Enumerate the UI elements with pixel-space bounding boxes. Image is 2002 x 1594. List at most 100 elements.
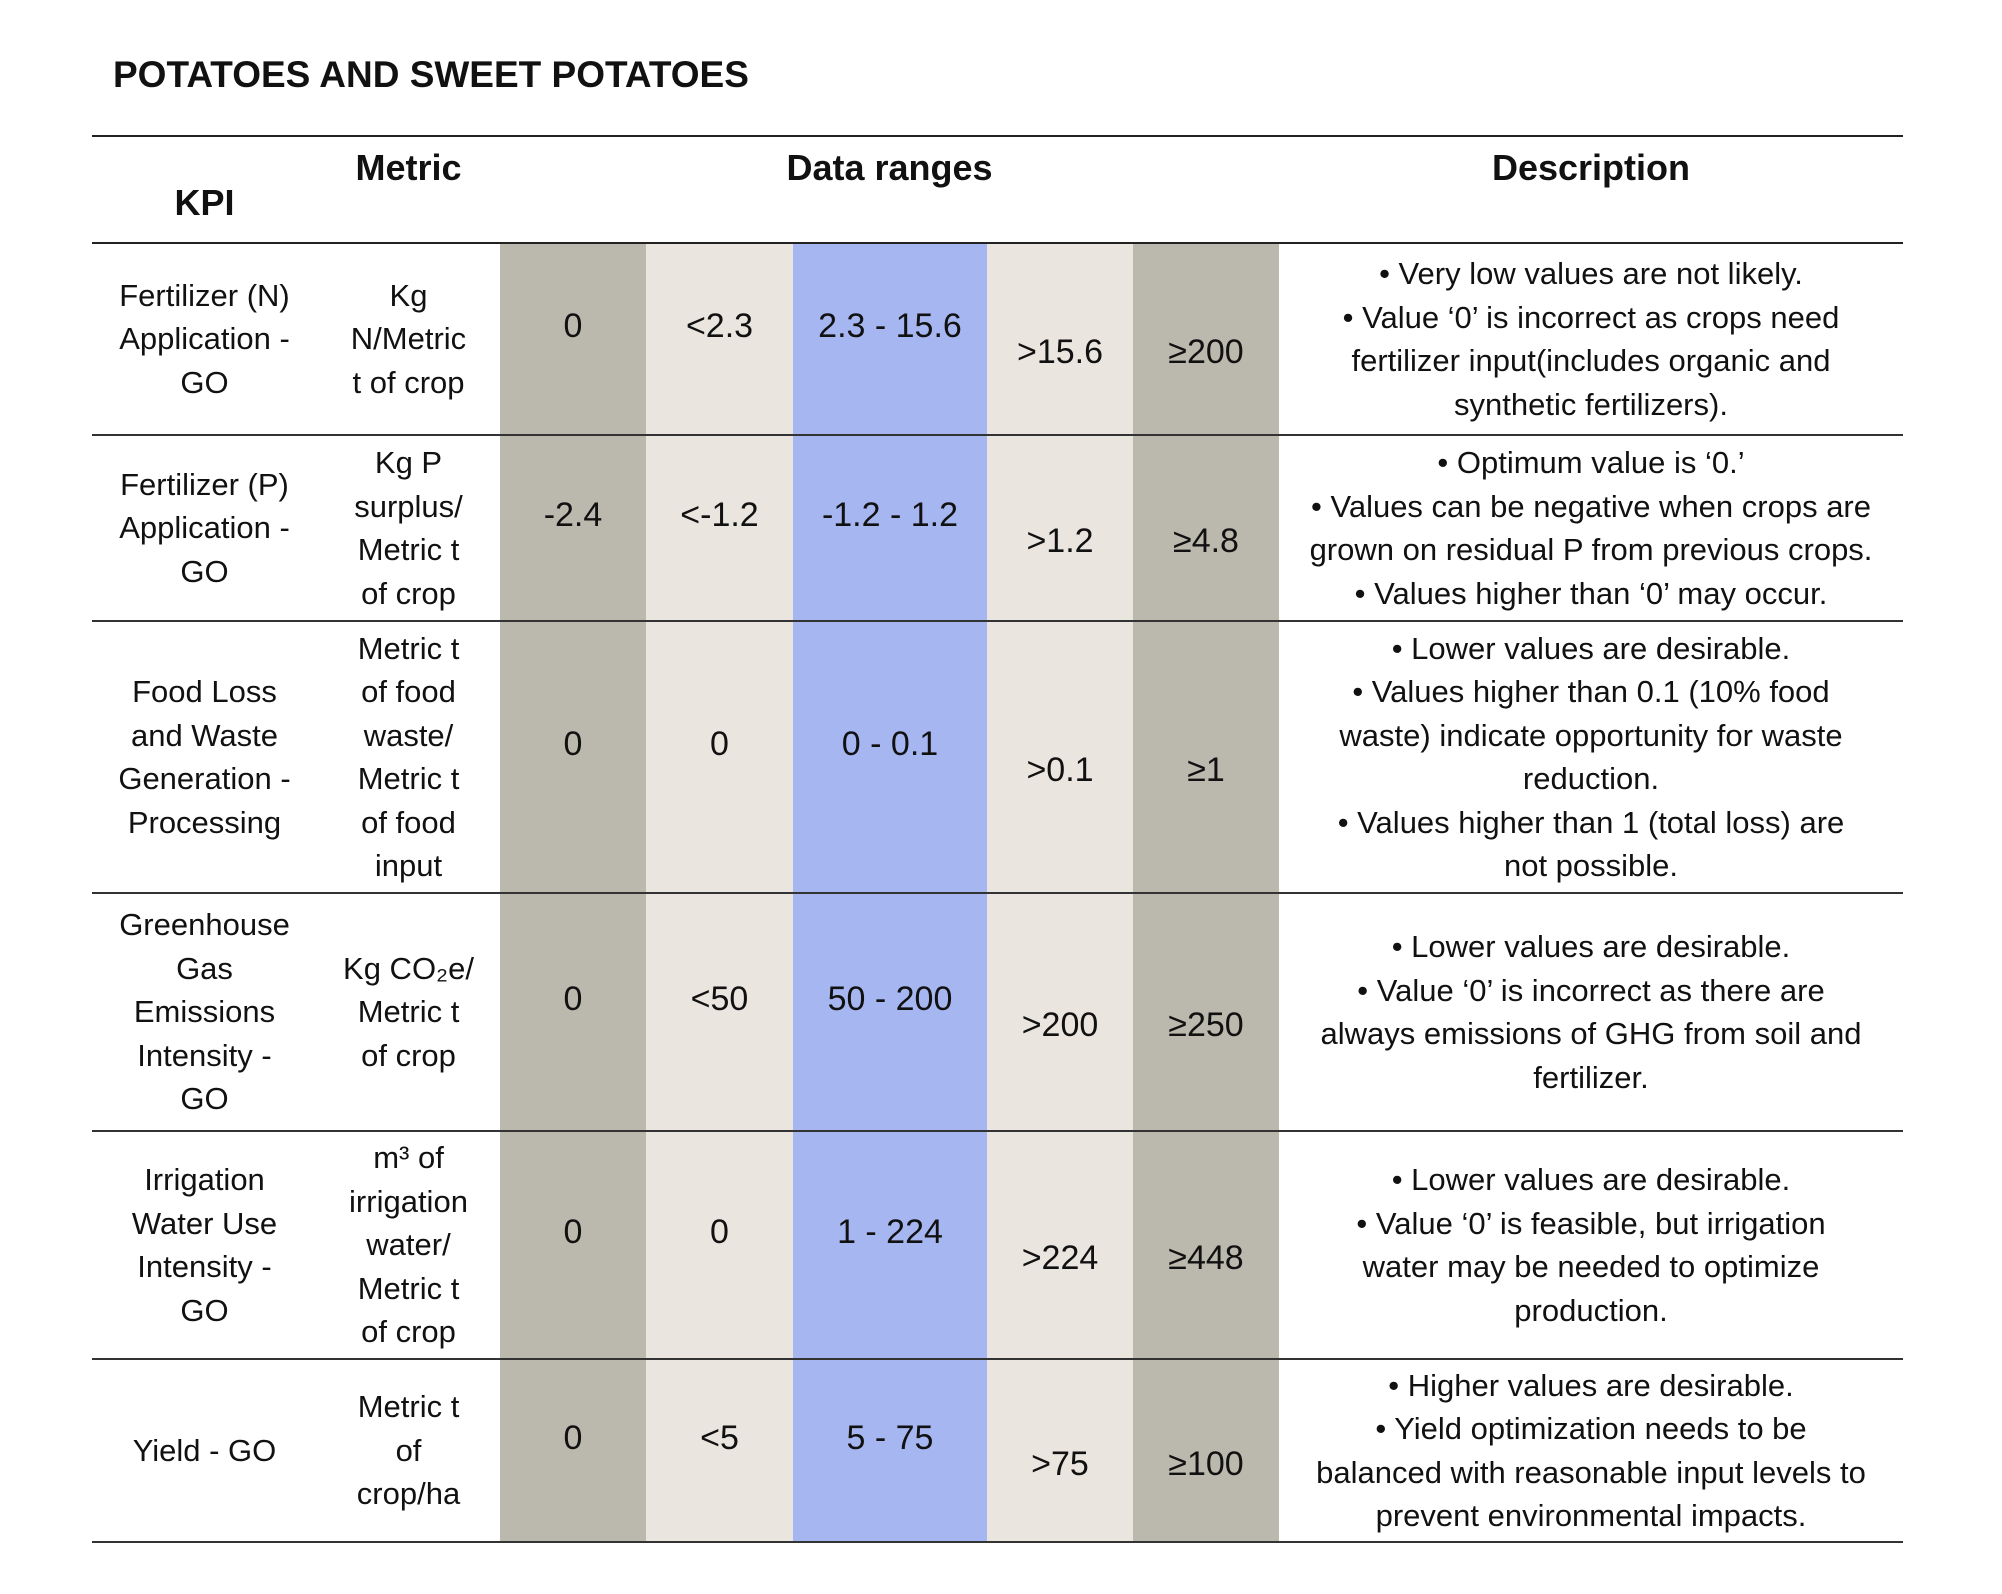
kpi-line: GO xyxy=(180,364,229,400)
metric-cell: m³ of irrigation water/Metric t of crop xyxy=(317,1131,500,1360)
table-row: Greenhouse Gas Emissions Intensity - GO Kg CO… xyxy=(92,893,1903,1132)
description-line: • Values higher than ‘0’ may occur. xyxy=(1354,575,1828,611)
description-line: • Lower values are desirable. xyxy=(1391,929,1791,964)
header-row: KPI Metric Data ranges Description xyxy=(92,135,1903,244)
metric-line: Metric t xyxy=(357,761,460,796)
kpi-table: KPI Metric Data ranges Description Ferti… xyxy=(92,135,1903,1543)
description-line: • Lower values are desirable. xyxy=(1391,1162,1791,1197)
table-row: Food Loss and Waste Generation - Processing… xyxy=(92,621,1903,894)
range-optimal-cell: -1.2 - 1.2 xyxy=(793,435,987,622)
description-line: • Optimum value is ‘0.’ xyxy=(1437,445,1745,480)
description-cell: • Very low values are not likely. • Value… xyxy=(1279,243,1903,436)
description-line: • Higher values are desirable. xyxy=(1388,1367,1794,1403)
metric-line: of food xyxy=(361,804,456,840)
range-low-cell: 0 xyxy=(646,621,793,894)
metric-line: Kg xyxy=(389,277,428,313)
description-line: • Yield optimization needs to be xyxy=(1375,1411,1807,1446)
metric-line: waste/ xyxy=(363,717,454,753)
description-cell: • Optimum value is ‘0.’ • Values can be n… xyxy=(1279,435,1903,622)
metric-line: Metric t xyxy=(357,994,460,1030)
header-kpi: KPI xyxy=(92,135,317,244)
description-line: waste) indicate opportunity for waste xyxy=(1339,717,1843,753)
description-line: • Value ‘0’ is incorrect as there are xyxy=(1357,972,1825,1008)
metric-cell: Metric t of crop/ha xyxy=(317,1359,500,1543)
kpi-line: Generation - xyxy=(118,761,291,796)
description-line: • Lower values are desirable. xyxy=(1391,630,1791,666)
table-row: Irrigation Water Use Intensity - GO m³ of irr… xyxy=(92,1131,1903,1360)
metric-line: Metric t xyxy=(357,1389,460,1425)
metric-line: of crop xyxy=(361,1314,456,1350)
metric-line: t of crop xyxy=(352,364,465,400)
metric-line: Kg P xyxy=(374,445,443,480)
description-line: fertilizer input(includes organic and xyxy=(1351,343,1831,378)
description-line: prevent environmental impacts. xyxy=(1375,1498,1807,1533)
metric-line: N/Metric xyxy=(350,321,467,357)
metric-cell: Kg N/Metric t of crop xyxy=(317,243,500,436)
range-low-cell: 0 xyxy=(646,1131,793,1360)
table-row: Fertilizer (P) Application - GO Kg P surplus… xyxy=(92,435,1903,622)
range-max-cell: ≥200 xyxy=(1133,243,1279,436)
description-line: water may be needed to optimize xyxy=(1362,1249,1820,1284)
kpi-cell: Yield - GO xyxy=(92,1359,317,1543)
range-min-cell: 0 xyxy=(500,1131,646,1360)
range-min-cell: 0 xyxy=(500,621,646,894)
range-max-cell: ≥1 xyxy=(1133,621,1279,894)
metric-line: of xyxy=(395,1432,422,1468)
range-min-cell: -2.4 xyxy=(500,435,646,622)
range-optimal-cell: 1 - 224 xyxy=(793,1131,987,1360)
range-optimal-cell: 5 - 75 xyxy=(793,1359,987,1543)
metric-line: input xyxy=(374,848,443,883)
metric-cell: Metric t of food waste/Metric t of food inpu… xyxy=(317,621,500,894)
kpi-line: Processing xyxy=(127,804,282,840)
description-cell: • Lower values are desirable. • Values hi… xyxy=(1279,621,1903,894)
description-line: fertilizer. xyxy=(1533,1059,1649,1095)
header-description: Description xyxy=(1279,135,1903,244)
kpi-line: Yield - GO xyxy=(132,1432,277,1468)
range-low-cell: <2.3 xyxy=(646,243,793,436)
kpi-line: Greenhouse xyxy=(119,907,290,943)
kpi-line: GO xyxy=(180,1081,229,1117)
metric-cell: Kg P surplus/Metric t of crop xyxy=(317,435,500,622)
kpi-line: GO xyxy=(180,1292,229,1328)
kpi-line: Water Use xyxy=(131,1205,278,1241)
description-line: production. xyxy=(1514,1292,1668,1328)
range-high-cell: >1.2 xyxy=(987,435,1133,622)
range-max-cell: ≥4.8 xyxy=(1133,435,1279,622)
description-cell: • Lower values are desirable. • Value ‘0’… xyxy=(1279,893,1903,1132)
range-optimal-cell: 50 - 200 xyxy=(793,893,987,1132)
description-line: synthetic fertilizers). xyxy=(1454,386,1728,422)
kpi-cell: Food Loss and Waste Generation - Processing xyxy=(92,621,317,894)
kpi-line: Intensity - xyxy=(137,1249,272,1284)
kpi-line: Fertilizer (P) xyxy=(120,466,289,502)
description-line: • Value ‘0’ is feasible, but irrigation xyxy=(1356,1205,1826,1241)
range-high-cell: >200 xyxy=(987,893,1133,1132)
kpi-line: and Waste xyxy=(130,717,279,753)
description-line: • Value ‘0’ is incorrect as crops need xyxy=(1342,299,1840,335)
description-cell: • Higher values are desirable. • Yield op… xyxy=(1279,1359,1903,1543)
description-cell: • Lower values are desirable. • Value ‘0’… xyxy=(1279,1131,1903,1360)
range-high-cell: >75 xyxy=(987,1359,1133,1543)
range-low-cell: <-1.2 xyxy=(646,435,793,622)
description-line: • Values higher than 1 (total loss) are xyxy=(1337,804,1845,840)
kpi-line: Irrigation xyxy=(144,1162,265,1197)
range-max-cell: ≥250 xyxy=(1133,893,1279,1132)
kpi-line: Emissions xyxy=(133,994,276,1030)
metric-line: water/ xyxy=(366,1227,451,1263)
kpi-cell: Greenhouse Gas Emissions Intensity - GO xyxy=(92,893,317,1132)
kpi-line: Gas xyxy=(176,950,233,986)
metric-line: of crop xyxy=(361,575,456,611)
description-line: balanced with reasonable input levels to xyxy=(1316,1454,1866,1490)
kpi-line: Food Loss xyxy=(132,674,277,709)
metric-line: crop/ha xyxy=(356,1476,461,1512)
range-max-cell: ≥100 xyxy=(1133,1359,1279,1543)
description-line: • Very low values are not likely. xyxy=(1379,256,1803,291)
table-row: Yield - GO Metric t of crop/ha 0 <5 5 - 75 >75 ≥… xyxy=(92,1359,1903,1543)
kpi-cell: Fertilizer (N) Application - GO xyxy=(92,243,317,436)
header-metric: Metric xyxy=(317,135,500,244)
metric-line: of crop xyxy=(361,1037,456,1073)
description-line: grown on residual P from previous crops. xyxy=(1309,532,1873,567)
range-optimal-cell: 2.3 - 15.6 xyxy=(793,243,987,436)
range-low-cell: <50 xyxy=(646,893,793,1132)
metric-cell: Kg CO₂e/Metric t of crop xyxy=(317,893,500,1132)
table-row: Fertilizer (N) Application - GO Kg N/Metric t… xyxy=(92,243,1903,436)
